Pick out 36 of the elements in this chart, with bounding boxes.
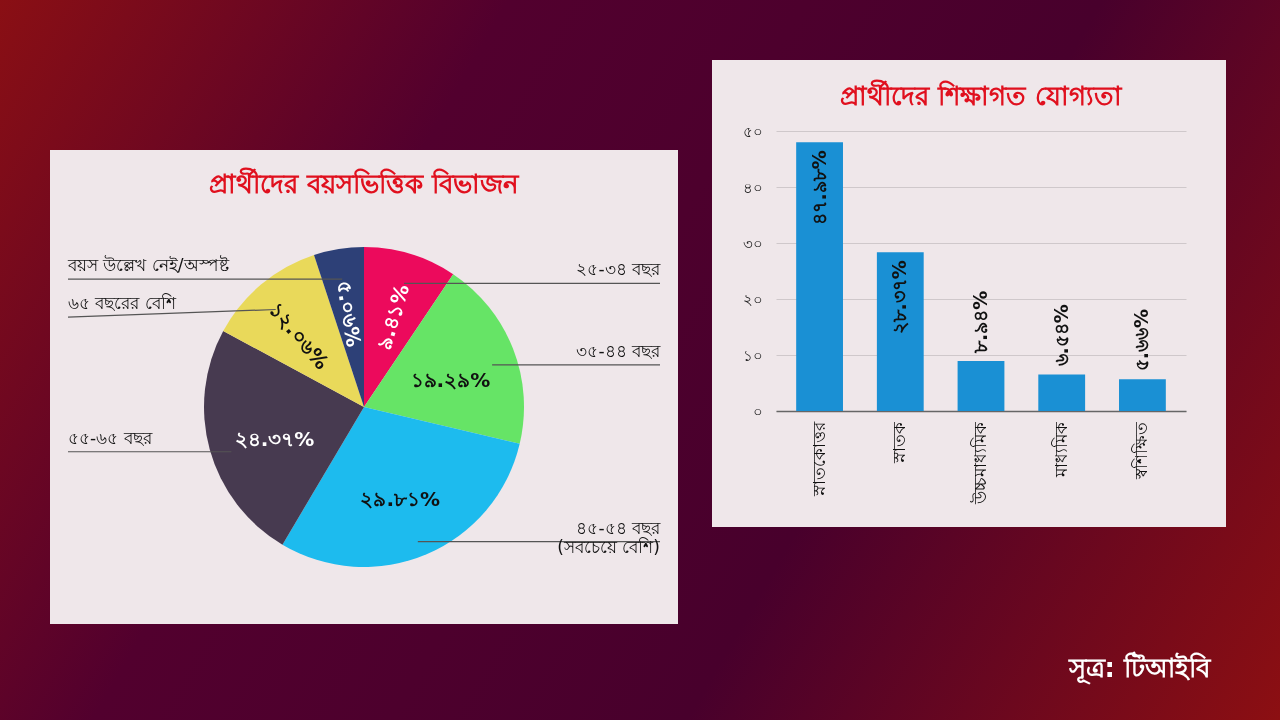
data-label: ৫.০৬% [331, 278, 366, 349]
chart-title: প্রার্থীদের শিক্ষাগত যোগ্যতা [839, 79, 1124, 111]
x-tick-label: স্নাতকোত্তর [808, 420, 829, 497]
y-tick-label: ৩০ [742, 234, 763, 253]
slice-label: ৫৫-৬৫ বছর [68, 427, 153, 448]
data-label: ৮.৯৪% [969, 290, 991, 354]
data-label: ২৪.৩৭% [234, 426, 315, 451]
pie-slice [364, 274, 524, 444]
x-tick-label: উচ্চমাধ্যমিক [970, 420, 990, 505]
data-label: ৬.৫৪% [1049, 304, 1072, 367]
bar [1038, 374, 1086, 411]
y-tick-label: ১০ [742, 346, 763, 365]
slice-label: ৪৫-৫৪ বছর (সবচেয়ে বেশি) [557, 517, 661, 557]
y-tick-label: ৪০ [742, 178, 763, 197]
slice-label: বয়স উল্লেখ নেই/অস্পষ্ট [67, 255, 230, 276]
data-label: ৪৭.৯৮% [807, 150, 830, 225]
x-tick-label: স্নাতক [889, 420, 910, 464]
y-tick-label: ০ [752, 402, 763, 421]
data-label: ২৮.৩৭% [888, 260, 911, 335]
data-label: ২৯.৮১% [360, 487, 441, 512]
bar [796, 142, 843, 411]
data-label: ১৯.২৯% [410, 368, 491, 393]
y-tick-label: ২০ [742, 290, 763, 309]
bar [876, 252, 924, 411]
data-label: ৯.৪১% [371, 281, 415, 353]
x-tick-label: স্বশিক্ষিত [1131, 421, 1152, 480]
y-tick-label: ৫০ [742, 122, 763, 141]
data-label: ৫.৬৬% [1130, 309, 1153, 372]
text: সূত্র: টিআইবি [1068, 650, 1210, 687]
bar [957, 360, 1005, 411]
chart-title: প্রার্থীদের বয়সভিত্তিক বিভাজন [208, 167, 521, 199]
slice-label: ৬৫ বছরের বেশি [68, 293, 177, 314]
x-tick-label: মাধ্যমিক [1050, 420, 1071, 478]
slice-label: ৩৫-৪৪ বছর [576, 340, 661, 361]
bar [1119, 379, 1166, 411]
slice-label: ২৫-৩৪ বছর [576, 259, 661, 280]
